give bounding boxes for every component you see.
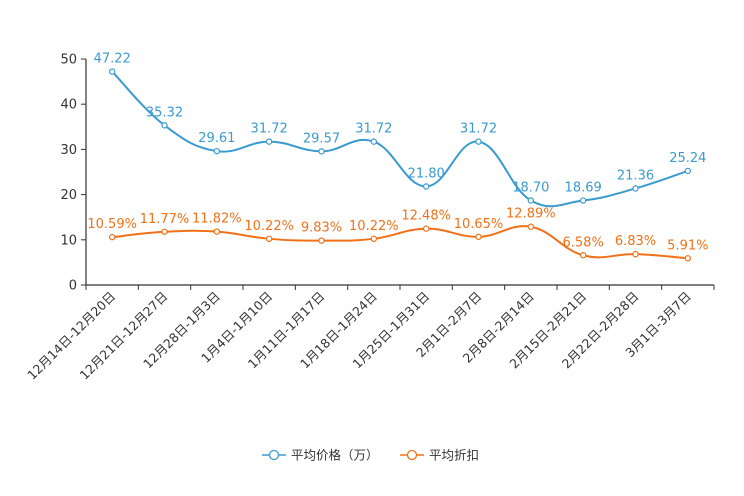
data-point (475, 233, 482, 241)
data-point (422, 183, 430, 190)
y-tick-label: 20 (60, 188, 77, 203)
data-label: 10.59% (87, 217, 137, 232)
data-label: 21.80 (408, 166, 445, 181)
data-label: 21.36 (617, 168, 654, 183)
data-point (161, 122, 168, 129)
data-point (632, 185, 639, 192)
x-tick-label: 12月21日-12月27日 (76, 289, 170, 383)
data-point (370, 235, 378, 243)
data-label: 10.65% (454, 217, 504, 232)
y-tick-label: 0 (69, 279, 77, 294)
data-label: 12.89% (506, 207, 556, 222)
series-line-2 (112, 225, 688, 260)
data-label: 12.48% (401, 209, 451, 224)
data-point (108, 233, 116, 241)
data-point (370, 138, 378, 145)
legend-label: 平均折扣 (429, 448, 479, 463)
legend-marker (406, 449, 418, 461)
data-label: 47.22 (94, 52, 131, 67)
y-tick-label: 10 (60, 233, 77, 248)
data-label: 29.57 (303, 131, 340, 146)
data-labels: 47.22 35.32 29.61 31.72 29.57 31.72 21.80 31.72… (87, 52, 708, 254)
data-point (265, 235, 273, 243)
data-label: 5.91% (667, 238, 708, 253)
data-label: 31.72 (251, 122, 288, 137)
data-label: 31.72 (460, 122, 497, 137)
data-label: 29.61 (198, 131, 235, 146)
data-label: 11.82% (192, 212, 242, 227)
data-label: 25.24 (669, 151, 706, 166)
data-point (527, 223, 535, 230)
data-label: 18.69 (565, 181, 602, 196)
data-point (213, 147, 221, 155)
x-tick-label: 12月14日-12月20日 (24, 289, 118, 383)
data-point (422, 225, 430, 232)
y-tick-label: 50 (60, 53, 77, 68)
data-label: 11.77% (140, 212, 190, 227)
data-point (579, 197, 587, 204)
data-label: 9.83% (301, 221, 342, 236)
series-layer (108, 68, 692, 262)
data-point (475, 138, 482, 145)
y-tick-label: 30 (60, 143, 77, 158)
data-point (684, 167, 692, 175)
data-point (527, 197, 535, 204)
data-label: 6.58% (563, 235, 604, 250)
data-label: 31.72 (355, 122, 392, 137)
data-label: 10.22% (244, 219, 294, 234)
data-point (265, 138, 273, 145)
legend-item-1[interactable]: 平均价格（万） (262, 448, 379, 463)
data-label: 6.83% (615, 234, 656, 249)
data-point (684, 255, 692, 262)
legend: 平均价格（万） 平均折扣 (262, 448, 479, 463)
data-point (632, 250, 639, 258)
data-point (318, 237, 325, 244)
data-label: 35.32 (146, 105, 183, 120)
data-point (161, 228, 168, 235)
data-point (579, 252, 587, 259)
legend-marker (268, 449, 280, 461)
data-point (318, 148, 325, 155)
legend-label: 平均价格（万） (291, 448, 379, 463)
y-tick-label: 40 (60, 98, 77, 113)
data-point (213, 228, 221, 235)
data-label: 10.22% (349, 219, 399, 234)
data-label: 18.70 (512, 180, 549, 195)
legend-item-2[interactable]: 平均折扣 (400, 448, 479, 463)
data-point (108, 68, 116, 75)
